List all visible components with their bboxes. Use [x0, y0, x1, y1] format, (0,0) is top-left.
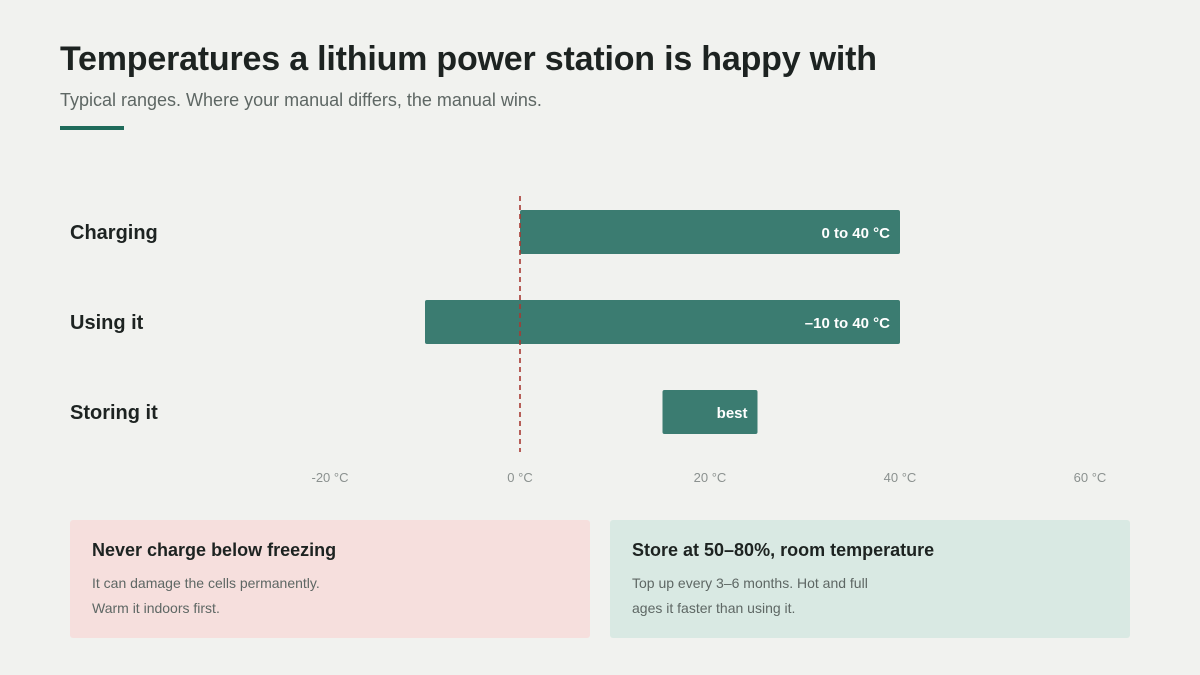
- warning-card: Never charge below freezing It can damag…: [70, 520, 590, 638]
- storage-tip-card-title: Store at 50–80%, room temperature: [632, 540, 935, 560]
- storage-tip-card-body: Top up every 3–6 months. Hot and full ag…: [632, 571, 1108, 621]
- x-tick-label: 60 °C: [1074, 470, 1107, 485]
- range-bar-charging: [520, 210, 900, 254]
- storage-tip-card-line-1: Top up every 3–6 months. Hot and full: [632, 575, 868, 591]
- range-bar-storing-it: [662, 390, 758, 434]
- title-accent-line: [60, 126, 124, 130]
- x-tick-label: 40 °C: [884, 470, 917, 485]
- range-bar-label-using-it: –10 to 40 °C: [805, 315, 890, 332]
- row-label-using-it: Using it: [70, 312, 144, 334]
- page-title: Temperatures a lithium power station is …: [60, 40, 877, 78]
- temperature-range-chart: Charging 0 to 40 °C Using it –10 to 40 °C St…: [70, 196, 1107, 485]
- warning-card-line-2: Warm it indoors first.: [92, 600, 220, 616]
- range-bar-label-storing-it: best: [717, 405, 748, 422]
- x-tick-label: 20 °C: [694, 470, 727, 485]
- storage-tip-card-line-2: ages it faster than using it.: [632, 600, 796, 616]
- warning-card-body: It can damage the cells permanently. War…: [92, 571, 568, 621]
- warning-card-line-1: It can damage the cells permanently.: [92, 575, 320, 591]
- range-bar-label-charging: 0 to 40 °C: [821, 225, 890, 242]
- warning-card-title: Never charge below freezing: [92, 540, 337, 560]
- x-tick-label: 0 °C: [507, 470, 532, 485]
- row-label-charging: Charging: [70, 222, 158, 244]
- range-bar-using-it: [425, 300, 900, 344]
- page-subtitle: Typical ranges. Where your manual differ…: [60, 90, 542, 110]
- storage-tip-card: Store at 50–80%, room temperature Top up…: [610, 520, 1130, 638]
- x-tick-label: -20 °C: [312, 470, 349, 485]
- row-label-storing-it: Storing it: [70, 402, 158, 424]
